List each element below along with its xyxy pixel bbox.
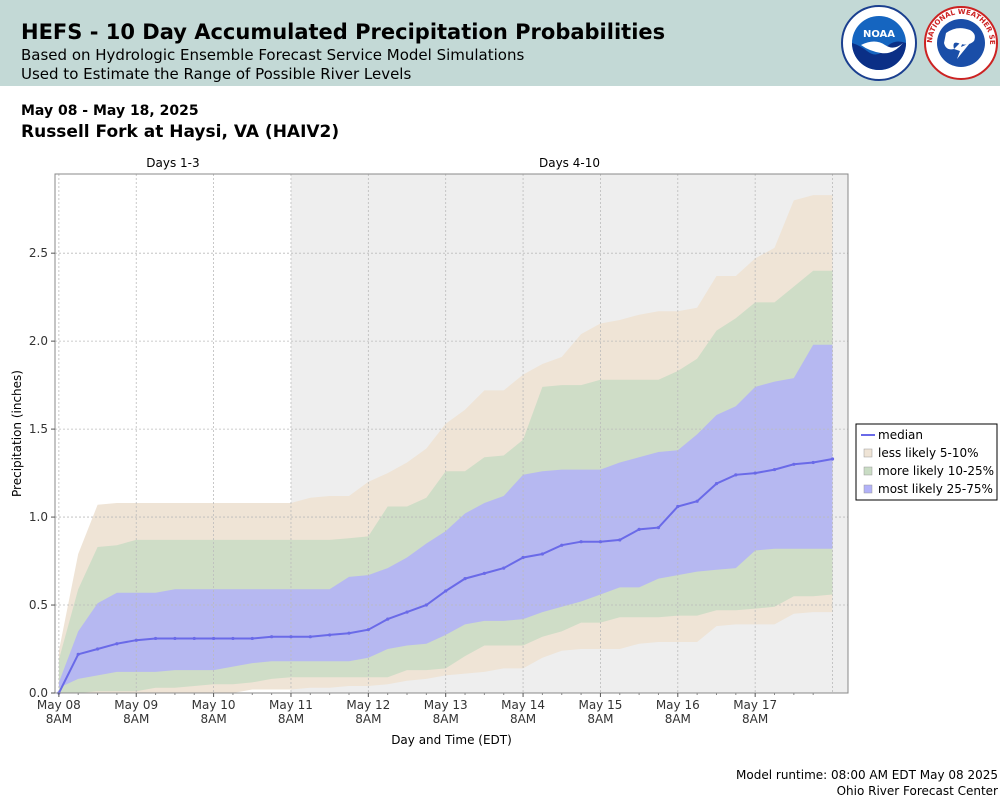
median-point xyxy=(405,610,409,614)
legend-label: most likely 25-75% xyxy=(878,482,993,496)
page-subtitle-1: Based on Hydrologic Ensemble Forecast Se… xyxy=(21,46,525,64)
legend-label: more likely 10-25% xyxy=(878,464,994,478)
x-tick-label-time: 8AM xyxy=(742,712,768,726)
x-axis-label: Day and Time (EDT) xyxy=(391,733,512,747)
legend-label: median xyxy=(878,428,923,442)
date-range: May 08 - May 18, 2025 xyxy=(21,103,199,119)
median-point xyxy=(289,635,293,639)
x-tick-label-time: 8AM xyxy=(200,712,226,726)
median-point xyxy=(618,538,622,542)
band-10-25-area xyxy=(58,270,833,693)
median-point xyxy=(734,473,738,477)
median-point xyxy=(540,552,545,556)
x-tick-label-time: 8AM xyxy=(278,712,304,726)
median-point xyxy=(753,471,757,475)
median-point xyxy=(598,540,603,544)
median-point xyxy=(656,526,661,530)
legend-swatch-2 xyxy=(863,466,873,476)
x-tick-label-date: May 16 xyxy=(656,698,700,712)
x-tick-label-time: 8AM xyxy=(510,712,536,726)
plot-frame xyxy=(54,173,849,694)
y-tick-label: 2.0 xyxy=(29,334,48,348)
median-point xyxy=(231,636,235,641)
x-tick-label-time: 8AM xyxy=(665,712,691,726)
x-tick-label-time: 8AM xyxy=(433,712,459,726)
station-name: Russell Fork at Haysi, VA (HAIV2) xyxy=(21,122,340,142)
period-label-2: Days 4-10 xyxy=(539,156,600,170)
median-point xyxy=(95,647,100,651)
median-point xyxy=(811,460,815,465)
median-point xyxy=(347,631,351,635)
legend-swatch-3 xyxy=(863,484,873,494)
median-point xyxy=(444,589,448,593)
median-point xyxy=(192,636,196,641)
median-point xyxy=(695,499,699,503)
x-tick-label-date: May 11 xyxy=(269,698,313,712)
x-tick-label-date: May 09 xyxy=(114,698,158,712)
median-point xyxy=(212,636,216,641)
x-tick-label-date: May 14 xyxy=(501,698,545,712)
period-label-1: Days 1-3 xyxy=(146,156,199,170)
y-tick-label: 0.5 xyxy=(29,598,48,612)
x-tick-label-date: May 17 xyxy=(733,698,777,712)
median-point xyxy=(173,636,177,641)
median-point xyxy=(115,642,119,646)
median-point xyxy=(386,617,390,621)
median-point xyxy=(502,566,506,570)
legend-swatch-1 xyxy=(863,448,873,458)
median-point xyxy=(637,527,641,531)
page-subtitle-2: Used to Estimate the Range of Possible R… xyxy=(21,65,412,83)
median-point xyxy=(153,636,158,641)
median-point xyxy=(328,633,332,637)
page-title: HEFS - 10 Day Accumulated Precipitation … xyxy=(21,20,666,44)
x-tick-label-time: 8AM xyxy=(355,712,381,726)
median-point xyxy=(482,571,486,575)
y-tick-label: 0.0 xyxy=(29,686,48,700)
median-point xyxy=(270,635,274,639)
forecast-center: Ohio River Forecast Center xyxy=(836,784,998,798)
median-point xyxy=(250,636,254,641)
legend-box xyxy=(855,423,998,501)
model-runtime: Model runtime: 08:00 AM EDT May 08 2025 xyxy=(736,768,998,782)
median-point xyxy=(521,555,525,560)
median-point xyxy=(579,540,583,544)
y-tick-label: 1.0 xyxy=(29,510,48,524)
median-point xyxy=(134,638,138,642)
x-tick-label-time: 8AM xyxy=(46,712,72,726)
x-tick-label-date: May 15 xyxy=(578,698,622,712)
median-point xyxy=(792,462,796,466)
median-point xyxy=(676,504,680,509)
median-point xyxy=(308,635,312,639)
median-point xyxy=(366,628,370,632)
median-point xyxy=(772,467,777,472)
noaa-logo-icon: NOAA xyxy=(841,5,917,81)
median-point xyxy=(714,482,719,486)
y-axis-label: Precipitation (inches) xyxy=(10,370,24,497)
median-point xyxy=(76,652,80,656)
svg-text:NOAA: NOAA xyxy=(863,29,895,40)
x-tick-label-date: May 10 xyxy=(192,698,236,712)
legend-label: less likely 5-10% xyxy=(878,446,979,460)
y-tick-label: 2.5 xyxy=(29,246,48,260)
x-tick-label-time: 8AM xyxy=(123,712,149,726)
median-point xyxy=(560,543,564,547)
band-25-75-area xyxy=(58,344,833,688)
x-tick-label-date: May 13 xyxy=(424,698,468,712)
header-banner: HEFS - 10 Day Accumulated Precipitation … xyxy=(0,0,1000,86)
nws-logo-icon: NATIONAL WEATHER SERVICE xyxy=(924,3,998,80)
median-point xyxy=(830,457,835,461)
x-tick-label-time: 8AM xyxy=(587,712,613,726)
x-tick-label-date: May 12 xyxy=(346,698,390,712)
median-point xyxy=(424,603,428,607)
x-tick-label-date: May 08 xyxy=(37,698,81,712)
median-point xyxy=(463,577,467,581)
y-tick-label: 1.5 xyxy=(29,422,48,436)
